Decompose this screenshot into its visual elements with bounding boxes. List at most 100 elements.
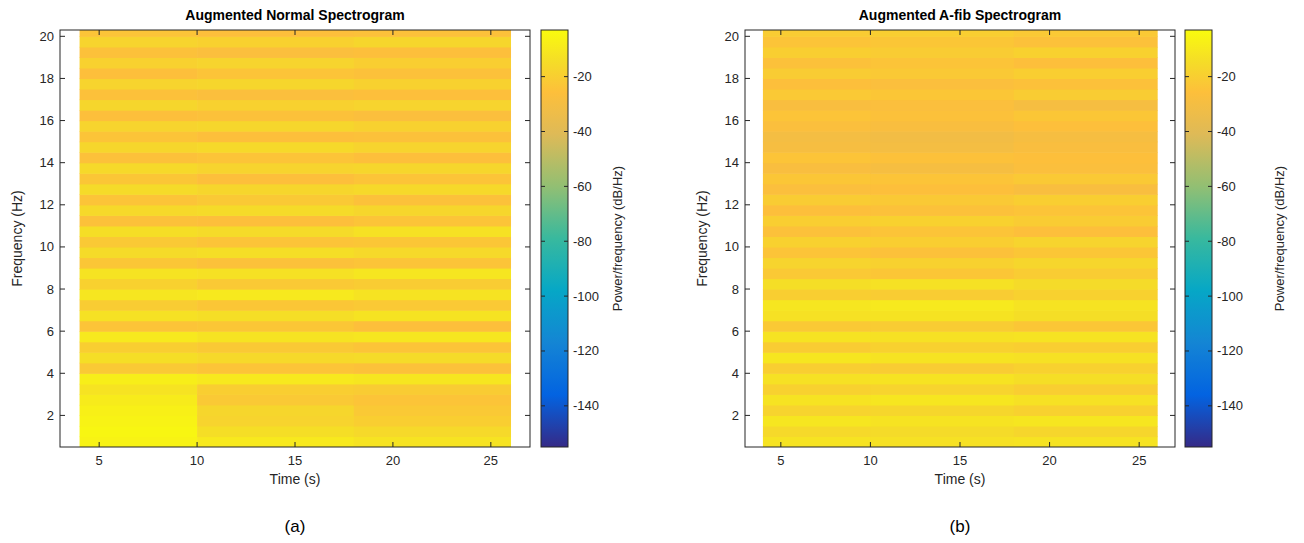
cell: [197, 352, 354, 363]
y-tick-label: 8: [732, 282, 739, 297]
cell: [354, 30, 511, 37]
cell: [197, 47, 354, 58]
y-tick-label: 10: [40, 239, 54, 254]
y-tick-label: 18: [725, 71, 739, 86]
colorbar-tick-label: -140: [1217, 398, 1243, 413]
cell: [80, 310, 198, 321]
cell: [80, 247, 198, 258]
cell: [870, 121, 1014, 132]
y-tick-label: 14: [725, 155, 739, 170]
cell: [80, 78, 198, 89]
cell: [197, 78, 354, 89]
y-tick: [1170, 204, 1175, 205]
cell: [870, 152, 1014, 163]
cell: [1014, 300, 1158, 311]
figure: 5101520252468101214161820Augmented Norma…: [0, 0, 1304, 543]
cell: [197, 436, 354, 447]
cell: [763, 289, 871, 300]
cell: [354, 121, 511, 132]
cell: [763, 57, 871, 68]
cell: [197, 163, 354, 174]
cells: [763, 30, 1158, 447]
y-tick: [745, 373, 750, 374]
cell: [763, 30, 871, 37]
cell: [80, 163, 198, 174]
cell: [354, 394, 511, 405]
y-tick-label: 14: [40, 155, 54, 170]
cell: [763, 310, 871, 321]
colorbar-tick: [564, 350, 568, 351]
cell: [197, 331, 354, 342]
cell: [1014, 131, 1158, 142]
colorbar-tick: [1208, 186, 1212, 187]
x-tick-label: 20: [386, 453, 400, 468]
y-tick: [60, 289, 65, 290]
cell: [1014, 436, 1158, 447]
y-tick-label: 12: [40, 197, 54, 212]
cell: [870, 131, 1014, 142]
y-tick: [60, 162, 65, 163]
y-tick-label: 6: [732, 324, 739, 339]
cell: [354, 89, 511, 100]
y-tick: [745, 78, 750, 79]
colorbar-tick: [564, 296, 568, 297]
x-tick: [1139, 30, 1140, 35]
cell: [354, 352, 511, 363]
cell: [80, 30, 198, 37]
cell: [1014, 415, 1158, 426]
colorbar-tick-label: -60: [573, 179, 592, 194]
colorbar-title: Power/frequency (dB/Hz): [610, 166, 625, 311]
colorbar-tick-label: -60: [1217, 179, 1236, 194]
cell: [763, 121, 871, 132]
cell: [870, 394, 1014, 405]
plot-background: [60, 30, 530, 447]
cell: [870, 142, 1014, 153]
y-tick: [525, 36, 530, 37]
x-tick: [490, 442, 491, 447]
cell: [354, 342, 511, 353]
cell: [870, 47, 1014, 58]
cell: [80, 321, 198, 332]
cell: [197, 30, 354, 37]
x-tick: [490, 30, 491, 35]
colorbar-tick: [1208, 296, 1212, 297]
y-tick: [745, 120, 750, 121]
cell: [870, 57, 1014, 68]
cell: [80, 363, 198, 374]
y-tick: [60, 331, 65, 332]
x-tick-label: 10: [190, 453, 204, 468]
cell: [80, 342, 198, 353]
cell: [197, 384, 354, 395]
cell: [354, 152, 511, 163]
cell: [870, 373, 1014, 384]
cell: [1014, 194, 1158, 205]
cell: [197, 236, 354, 247]
cell: [763, 426, 871, 437]
y-tick: [1170, 373, 1175, 374]
x-tick: [780, 442, 781, 447]
cell: [1014, 68, 1158, 79]
cell: [354, 363, 511, 374]
x-tick-label: 25: [484, 453, 498, 468]
y-axis-title: Frequency (Hz): [694, 190, 710, 286]
cell: [1014, 163, 1158, 174]
colorbar-tick: [1208, 76, 1212, 77]
colorbar-tick: [564, 76, 568, 77]
cell: [80, 384, 198, 395]
colorbar-tick-label: -100: [573, 289, 599, 304]
cell: [870, 257, 1014, 268]
cell: [870, 184, 1014, 195]
cell: [1014, 30, 1158, 37]
colorbar-tick: [1185, 241, 1189, 242]
cell: [1014, 373, 1158, 384]
cell: [80, 279, 198, 290]
y-tick: [1170, 331, 1175, 332]
y-tick: [1170, 415, 1175, 416]
x-tick: [780, 30, 781, 35]
colorbar-tick-label: -40: [573, 124, 592, 139]
cell: [80, 405, 198, 416]
cell: [763, 173, 871, 184]
cell: [80, 57, 198, 68]
cell: [197, 247, 354, 258]
cell: [763, 131, 871, 142]
